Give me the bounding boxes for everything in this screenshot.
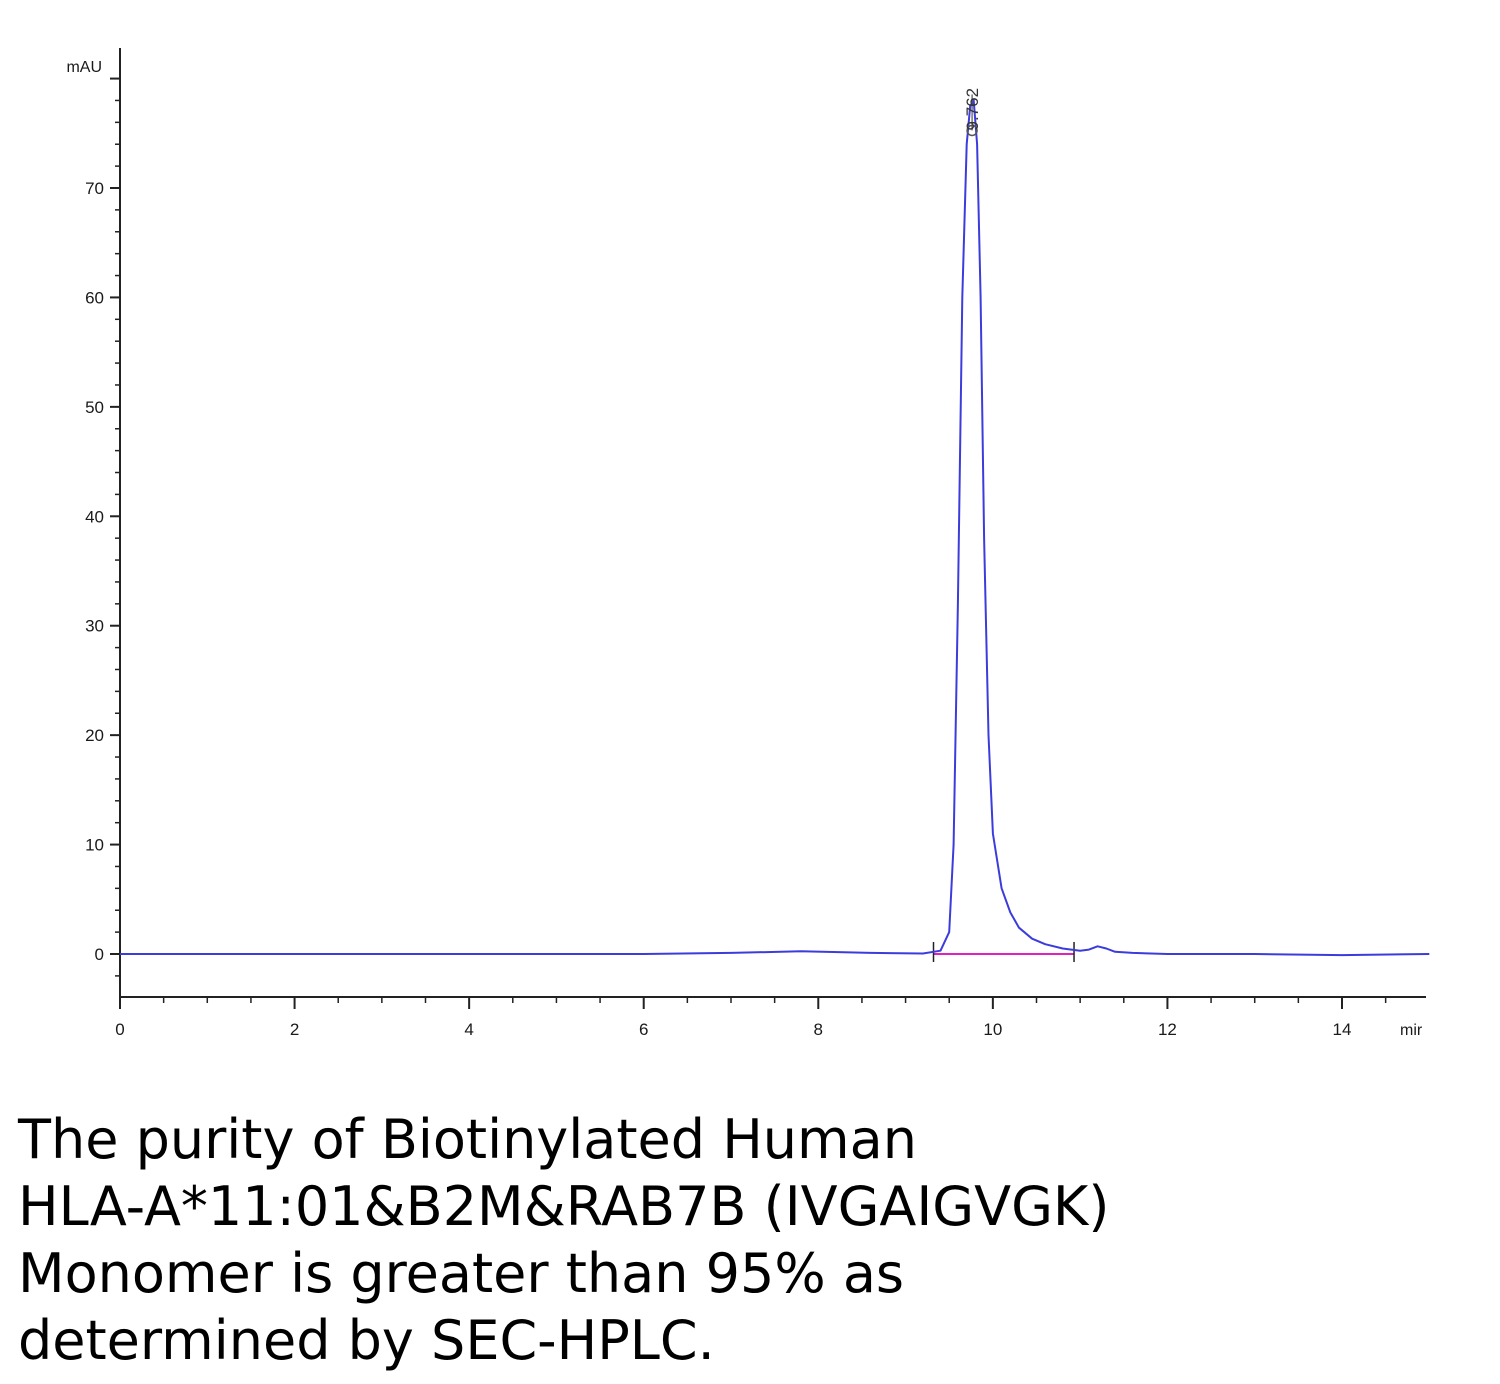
caption-line-2: HLA-A*11:01&B2M&RAB7B (IVGAIGVGK) (18, 1175, 1110, 1238)
x-axis-unit-label: mir (1400, 1022, 1423, 1039)
x-tick-label: 14 (1333, 1020, 1352, 1039)
y-tick-label: 30 (85, 617, 104, 636)
y-tick-label: 70 (85, 179, 104, 198)
y-tick-label: 40 (85, 507, 104, 526)
y-tick-label: 50 (85, 398, 104, 417)
caption-text: The purity of Biotinylated Human HLA-A*1… (18, 1106, 1478, 1374)
caption-line-1: The purity of Biotinylated Human (18, 1108, 917, 1171)
y-tick-label: 60 (85, 288, 104, 307)
y-axis-unit-label: mAU (66, 59, 102, 76)
y-tick-label: 0 (95, 945, 104, 964)
caption-line-4: determined by SEC-HPLC. (18, 1309, 715, 1372)
y-tick-label: 20 (85, 726, 104, 745)
x-tick-label: 4 (464, 1020, 473, 1039)
chromatogram-chart: 0 10 20 30 40 50 60 70 0 2 4 6 8 10 12 14 9.762 mAU mi… (66, 48, 1430, 1039)
y-axis: 0 10 20 30 40 50 60 70 (85, 48, 121, 997)
caption-line-3: Monomer is greater than 95% as (18, 1242, 905, 1305)
x-axis: 0 2 4 6 8 10 12 14 (115, 996, 1426, 1039)
x-tick-label: 8 (814, 1020, 823, 1039)
peak-annotation: 9.762 (963, 88, 982, 137)
peak-retention-label: 9.762 (963, 88, 982, 131)
x-tick-label: 10 (983, 1020, 1002, 1039)
x-tick-label: 12 (1158, 1020, 1177, 1039)
x-tick-label: 2 (290, 1020, 299, 1039)
x-tick-label: 6 (639, 1020, 648, 1039)
x-tick-label: 0 (115, 1020, 124, 1039)
y-tick-label: 10 (85, 836, 104, 855)
plot-area: 9.762 (120, 88, 1430, 962)
chromatogram-trace (120, 99, 1430, 957)
